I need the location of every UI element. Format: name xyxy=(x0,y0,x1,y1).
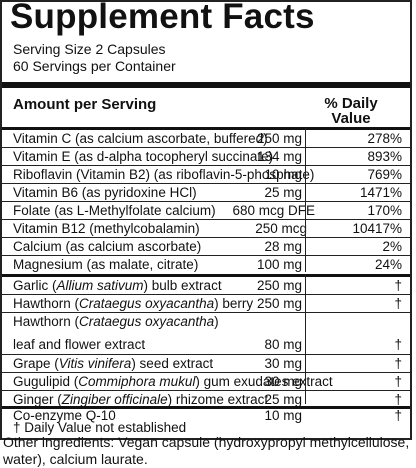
nutrient-amount: 100 mg xyxy=(256,257,302,272)
column-divider xyxy=(305,275,306,404)
nutrient-amount: 28 mg xyxy=(264,239,302,254)
botanical-amount: 30 mg xyxy=(264,356,302,371)
botanical-row: Co-enzyme Q-10 10 mg † xyxy=(2,407,410,424)
botanical-amount: 10 mg xyxy=(264,408,302,423)
dagger-mark: † xyxy=(394,356,402,371)
nutrient-row: Riboflavin (Vitamin B2) (as riboflavin-5… xyxy=(2,166,410,184)
nutrient-name: Calcium (as calcium ascorbate) xyxy=(13,239,202,254)
nutrient-name: Riboflavin (Vitamin B2) (as riboflavin-5… xyxy=(13,167,315,182)
servings-per-container: 60 Servings per Container xyxy=(13,58,176,74)
supplement-facts-panel: Supplement Facts Serving Size 2 Capsules… xyxy=(0,0,412,440)
other-ingredients: Other ingredients: Vegan capsule (hydrox… xyxy=(3,434,410,467)
nutrient-amount: 134 mg xyxy=(256,149,302,164)
botanical-row: Hawthorn (Crataegus oxyacantha) berry 25… xyxy=(2,295,410,313)
botanical-amount: 250 mg xyxy=(256,278,302,293)
botanical-name: Ginger (Zingiber officinale) rhizome ext… xyxy=(13,392,269,407)
column-divider xyxy=(305,128,306,272)
thick-divider-bottom xyxy=(2,406,410,409)
daily-value-header-line1: % Daily xyxy=(324,95,378,112)
nutrient-amount: 10 mg xyxy=(264,167,302,182)
nutrient-dv: 24% xyxy=(374,257,402,272)
nutrient-dv: 278% xyxy=(367,131,402,146)
dagger-mark: † xyxy=(394,337,402,352)
nutrient-name: Folate (as L-Methylfolate calcium) xyxy=(13,203,216,218)
nutrient-row: Vitamin C (as calcium ascorbate, buffere… xyxy=(2,130,410,148)
botanical-row: Garlic (Allium sativum) bulb extract 250… xyxy=(2,277,410,295)
nutrient-name: Vitamin E (as d-alpha tocopheryl succina… xyxy=(13,149,274,164)
botanical-amount: 80 mg xyxy=(264,337,302,352)
thick-divider-top xyxy=(2,82,410,88)
dagger-mark: † xyxy=(394,296,402,311)
botanical-row: Hawthorn (Crataegus oxyacantha) xyxy=(2,313,410,330)
nutrient-name: Vitamin B12 (methylcobalamin) xyxy=(13,221,200,236)
nutrient-row: Folate (as L-Methylfolate calcium) 680 m… xyxy=(2,202,410,220)
botanical-name: Hawthorn (Crataegus oxyacantha) berry xyxy=(13,296,254,311)
mid-divider-header xyxy=(2,127,410,130)
nutrient-dv: 769% xyxy=(367,167,402,182)
botanical-amount: 30 mg xyxy=(264,374,302,389)
nutrient-dv: 893% xyxy=(367,149,402,164)
nutrient-row: Vitamin E (as d-alpha tocopheryl succina… xyxy=(2,148,410,166)
botanical-row: Gugulipid (Commiphora mukul) gum exudate… xyxy=(2,373,410,391)
botanical-name: Grape (Vitis vinifera) seed extract xyxy=(13,356,214,371)
daily-value-footnote: † Daily Value not established xyxy=(13,420,187,435)
nutrient-amount: 250 mcg xyxy=(255,221,307,236)
nutrient-name: Vitamin B6 (as pyridoxine HCl) xyxy=(13,185,197,200)
nutrient-name: Vitamin C (as calcium ascorbate, buffere… xyxy=(13,131,268,146)
botanical-row: Grape (Vitis vinifera) seed extract 30 m… xyxy=(2,355,410,373)
mid-divider-botanicals xyxy=(2,274,410,277)
nutrient-dv: 1471% xyxy=(359,185,402,200)
nutrient-row: Vitamin B12 (methylcobalamin) 250 mcg 10… xyxy=(2,220,410,238)
botanical-amount: 250 mg xyxy=(256,296,302,311)
nutrient-row: Vitamin B6 (as pyridoxine HCl) 25 mg 147… xyxy=(2,184,410,202)
dagger-mark: † xyxy=(394,408,402,423)
dagger-mark: † xyxy=(394,374,402,389)
nutrient-row: Calcium (as calcium ascorbate) 28 mg 2% xyxy=(2,238,410,256)
amount-per-serving-header: Amount per Serving xyxy=(13,96,157,113)
nutrient-amount: 25 mg xyxy=(264,185,302,200)
botanical-name: Co-enzyme Q-10 xyxy=(13,408,116,423)
daily-value-header: % Daily Value xyxy=(306,96,396,126)
dagger-mark: † xyxy=(394,392,402,407)
daily-value-header-line2: Value xyxy=(331,110,371,127)
nutrient-row: Magnesium (as malate, citrate) 100 mg 24… xyxy=(2,256,410,273)
botanical-name: Hawthorn (Crataegus oxyacantha) xyxy=(13,314,219,329)
dagger-mark: † xyxy=(394,278,402,293)
panel-title: Supplement Facts xyxy=(10,0,315,36)
nutrient-amount: 250 mg xyxy=(256,131,302,146)
botanical-name: Garlic (Allium sativum) bulb extract xyxy=(13,278,222,293)
nutrient-dv: 10417% xyxy=(352,221,402,236)
botanical-name: leaf and flower extract xyxy=(13,337,146,352)
nutrient-name: Magnesium (as malate, citrate) xyxy=(13,257,199,272)
serving-size: Serving Size 2 Capsules xyxy=(13,41,166,57)
botanical-row: leaf and flower extract 80 mg † xyxy=(2,330,410,355)
botanical-amount: 25 mg xyxy=(264,392,302,407)
nutrient-dv: 170% xyxy=(367,203,402,218)
botanical-name: Gugulipid (Commiphora mukul) gum exudate… xyxy=(13,374,333,389)
nutrient-dv: 2% xyxy=(382,239,402,254)
nutrient-amount: 680 mcg DFE xyxy=(232,203,315,218)
